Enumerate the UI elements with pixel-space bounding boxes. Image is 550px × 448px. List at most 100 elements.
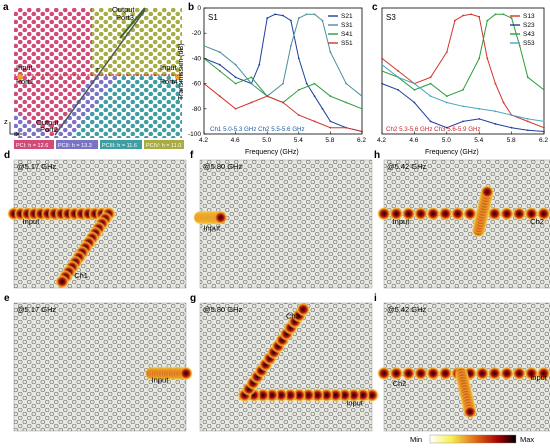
lattice-g <box>200 303 372 431</box>
output-arrow <box>119 7 146 39</box>
data-point-S31 <box>321 19 324 22</box>
data-point-S13 <box>462 14 464 17</box>
field-hotspot <box>401 366 416 381</box>
data-point-S13 <box>429 76 432 79</box>
data-point-S53 <box>526 117 529 120</box>
field-map-f: f @5.80 GHz Input <box>190 150 373 289</box>
data-point-S43 <box>502 13 505 16</box>
data-point-S31 <box>313 13 316 16</box>
field-hotspot <box>389 366 404 381</box>
freq-label-f: @5.80 GHz <box>203 162 243 171</box>
label-port2: Port2 <box>40 125 58 134</box>
ytick-label: -60 <box>192 81 202 88</box>
plot-frame-c <box>381 7 545 135</box>
data-point-S13 <box>445 51 448 53</box>
data-point-S31 <box>203 44 205 47</box>
data-point-S21 <box>282 14 284 17</box>
xtick-label: 5.8 <box>325 137 334 144</box>
data-point-S23 <box>478 117 481 120</box>
lattice-h <box>384 160 550 288</box>
legend-entry-S51: S51 <box>341 40 353 47</box>
data-point-S21 <box>321 107 324 110</box>
field-hotspot <box>512 366 527 381</box>
data-point-S13 <box>454 19 456 22</box>
field-hotspot <box>413 366 428 381</box>
data-point-S23 <box>429 120 432 123</box>
data-point-S21 <box>218 63 221 66</box>
data-point-S53 <box>381 63 383 66</box>
field-hotspot <box>487 206 502 221</box>
field-hotspot <box>487 366 502 381</box>
data-point-S31 <box>250 82 253 85</box>
data-point-S21 <box>274 13 276 16</box>
data-point-S31 <box>234 63 237 66</box>
legend-swatch-pciv <box>144 140 184 149</box>
data-point-S31 <box>290 44 292 47</box>
data-point-S43 <box>413 89 416 91</box>
data-point-S31 <box>282 82 284 85</box>
field-hotspot <box>524 366 539 381</box>
legend-swatch-pcii <box>56 140 98 149</box>
port-label-d-0: Input <box>23 217 41 226</box>
freq-label-g: @5.80 GHz <box>203 305 243 314</box>
data-point-S23 <box>445 126 448 129</box>
data-point-S23 <box>526 129 529 132</box>
xtick-label: 6.2 <box>357 137 366 144</box>
data-point-S51 <box>282 101 284 104</box>
label-port1: Port1 <box>16 77 34 86</box>
data-point-S13 <box>543 126 545 129</box>
data-point-S53 <box>510 114 513 116</box>
data-point-S43 <box>381 70 383 72</box>
data-point-S53 <box>494 110 497 113</box>
xlabel-c: Frequency (GHz) <box>425 149 479 156</box>
ytick-label: -20 <box>192 30 202 37</box>
ytick-label: -80 <box>192 106 202 113</box>
label-port4: Port4 <box>160 77 178 86</box>
xtick-label: 4.2 <box>377 137 386 144</box>
data-point-S43 <box>543 89 545 91</box>
port-label-e-0: Input <box>152 375 170 384</box>
data-point-S31 <box>218 51 221 53</box>
freq-label-i: @5.42 GHz <box>387 305 427 314</box>
port-label-h-1: Ch2 <box>530 217 544 226</box>
xticks-b: 4.2 4.6 5.0 5.4 5.8 6.2 <box>199 131 366 144</box>
source-right <box>175 74 181 80</box>
field-hotspot <box>401 206 416 221</box>
field-hotspot <box>55 274 70 289</box>
data-point-S43 <box>429 82 432 85</box>
ylabel-b: Transmission (dB) <box>178 43 185 100</box>
field-hotspot <box>536 366 550 381</box>
field-hotspot <box>438 206 453 221</box>
data-point-S43 <box>518 44 521 47</box>
data-point-S41 <box>361 107 363 110</box>
xtick-label: 5.0 <box>262 137 271 144</box>
data-point-S23 <box>494 123 497 125</box>
data-point-S23 <box>462 120 464 123</box>
field-map-e: e @5.17 GHz Input <box>4 293 193 432</box>
data-point-S51 <box>329 126 332 129</box>
data-point-S21 <box>234 76 237 79</box>
xtick-label: 5.0 <box>442 137 451 144</box>
field-hotspot <box>438 366 453 381</box>
data-point-S41 <box>218 70 221 72</box>
ytick-label: 0 <box>197 5 201 12</box>
freq-label-e: @5.17 GHz <box>17 305 57 314</box>
data-point-S13 <box>502 101 505 104</box>
field-map-d: d @5.17 GHz Input Ch1 <box>4 150 187 289</box>
data-point-S53 <box>397 76 400 79</box>
data-point-S43 <box>494 13 497 16</box>
colorbar-gradient <box>429 434 517 444</box>
yticks-b: 0 -20 -40 -60 -80 -100 <box>188 5 207 138</box>
series-group-b <box>203 13 363 133</box>
interface-diagonal <box>54 9 146 136</box>
data-point-S23 <box>510 126 513 129</box>
data-point-S31 <box>361 95 363 98</box>
data-point-S23 <box>413 101 416 104</box>
data-point-S51 <box>218 95 221 98</box>
channel-note-c: Ch2 5.3-5.6 GHz Ch3 5.6-5.9 GHz <box>386 126 481 133</box>
data-point-S21 <box>305 82 308 85</box>
data-point-S51 <box>250 101 253 104</box>
field-hotspot <box>512 206 527 221</box>
data-point-S13 <box>478 15 481 18</box>
